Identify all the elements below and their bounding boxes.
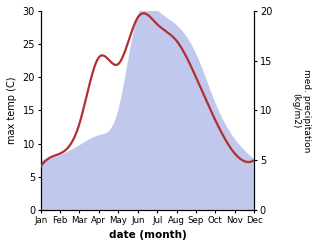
X-axis label: date (month): date (month) (108, 230, 186, 240)
Y-axis label: med. precipitation
(kg/m2): med. precipitation (kg/m2) (292, 69, 311, 152)
Y-axis label: max temp (C): max temp (C) (7, 77, 17, 144)
